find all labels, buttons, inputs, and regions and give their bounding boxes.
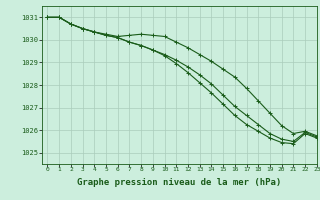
- X-axis label: Graphe pression niveau de la mer (hPa): Graphe pression niveau de la mer (hPa): [77, 178, 281, 187]
